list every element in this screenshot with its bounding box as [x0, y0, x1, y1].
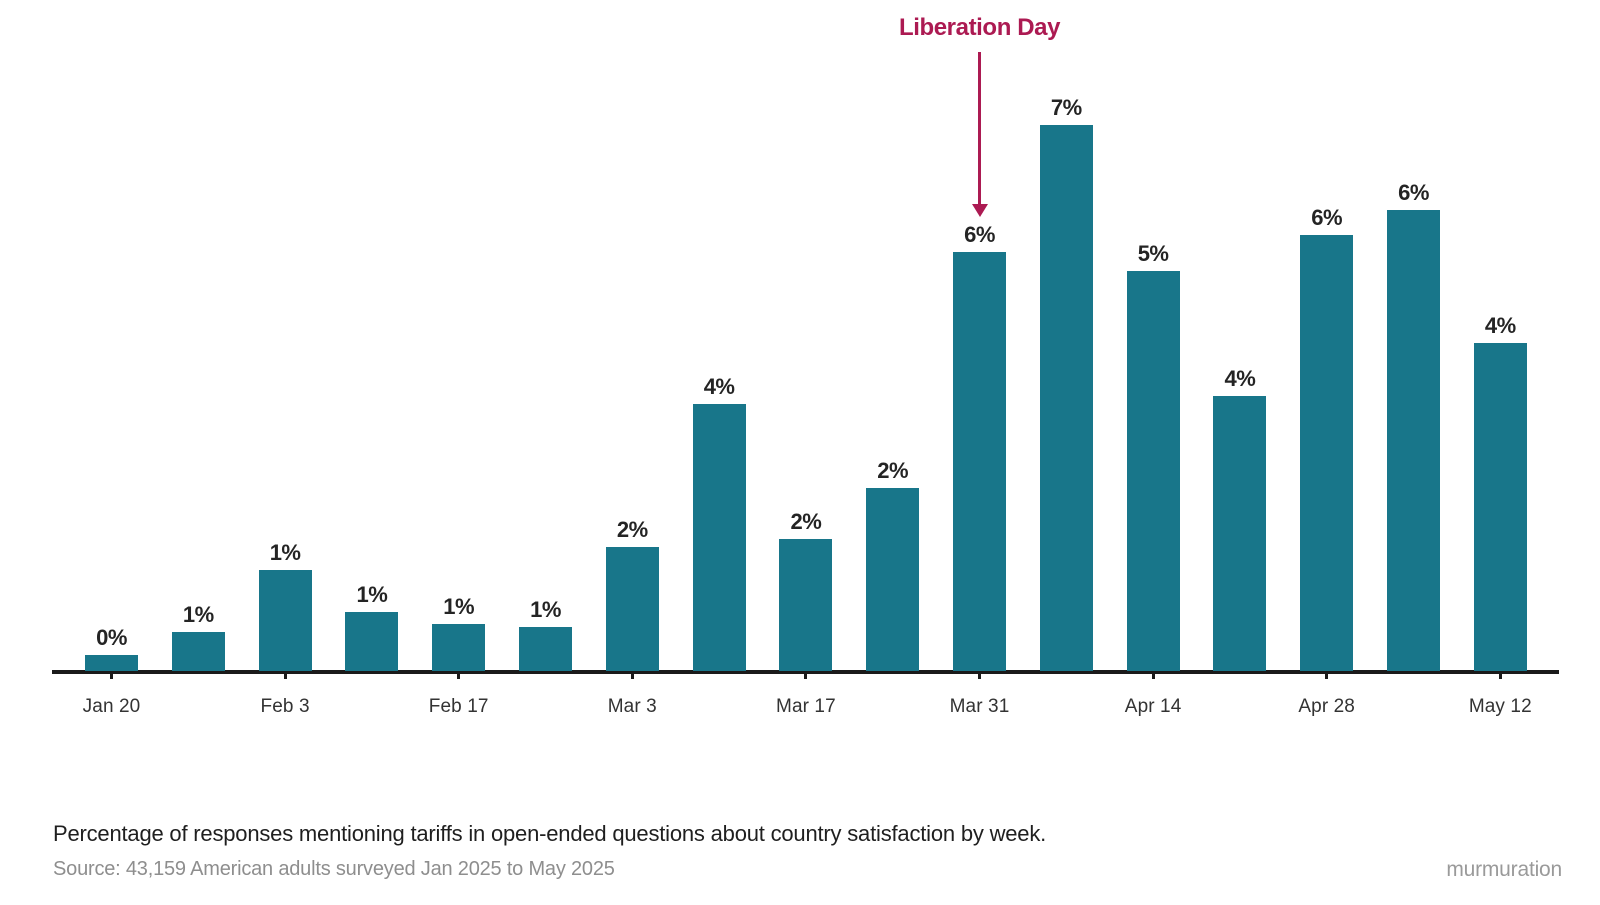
bar-mar-17 [779, 539, 833, 671]
bar-apr-14 [1126, 271, 1180, 671]
bar-feb-17 [432, 624, 486, 671]
x-axis-tick [110, 674, 113, 679]
bar-feb-10 [345, 612, 399, 671]
annotation-arrowhead-icon [971, 204, 988, 217]
bar-value-label: 6% [1311, 205, 1343, 230]
bar-value-label: 4% [1224, 366, 1256, 391]
bar-mar-10 [692, 404, 746, 671]
source-note: Source: 43,159 American adults surveyed … [53, 858, 615, 880]
bar-value-label: 5% [1137, 241, 1169, 266]
chart-caption: Percentage of responses mentioning tarif… [53, 821, 1047, 846]
x-axis-tick [457, 674, 461, 679]
bar-jan-20 [85, 655, 138, 671]
bar-value-label: 1% [182, 602, 214, 627]
bar-value-label: 2% [790, 509, 822, 534]
bar-apr-21 [1213, 396, 1267, 671]
bar-value-label: 1% [443, 594, 475, 619]
x-axis-label-mar-31: Mar 31 [949, 696, 1010, 717]
bar-value-label: 2% [616, 517, 648, 542]
bar-may-5 [1387, 210, 1440, 671]
x-axis-tick [630, 674, 634, 679]
annotation-label: Liberation Day [898, 14, 1061, 41]
bar-mar-3 [605, 547, 659, 671]
x-axis-tick [978, 674, 981, 679]
bar-may-12 [1473, 343, 1527, 671]
brand-mark: murmuration [1446, 858, 1562, 881]
bar-value-label: 0% [96, 625, 127, 650]
bar-apr-7 [1039, 125, 1093, 671]
x-axis-label-apr-28: Apr 28 [1298, 696, 1355, 717]
bar-mar-31 [953, 252, 1006, 671]
annotation-arrow-line [977, 52, 982, 204]
bar-apr-28 [1300, 235, 1354, 671]
bar-value-label: 4% [703, 374, 735, 399]
x-axis-tick [283, 674, 287, 679]
bar-mar-24 [866, 488, 920, 671]
bar-value-label: 1% [269, 540, 301, 565]
x-axis-label-feb-3: Feb 3 [260, 696, 310, 717]
x-axis-label-may-12: May 12 [1468, 696, 1532, 717]
bar-value-label: 1% [530, 597, 561, 622]
bar-jan-27 [171, 632, 225, 671]
bar-value-label: 1% [356, 582, 388, 607]
x-axis-label-apr-14: Apr 14 [1124, 696, 1182, 717]
bar-value-label: 6% [964, 222, 995, 247]
x-axis-tick [804, 674, 808, 679]
bar-value-label: 2% [877, 458, 909, 483]
x-axis-tick [1151, 674, 1155, 679]
x-axis-label-feb-17: Feb 17 [428, 696, 489, 717]
bar-feb-3 [258, 570, 312, 671]
bar-value-label: 4% [1484, 313, 1516, 338]
x-axis-line [52, 670, 1559, 674]
bar-value-label: 7% [1050, 95, 1082, 120]
x-axis-label-mar-17: Mar 17 [776, 696, 836, 717]
x-axis-tick [1325, 674, 1329, 679]
x-axis-label-mar-3: Mar 3 [607, 696, 657, 717]
x-axis-label-jan-20: Jan 20 [82, 696, 141, 717]
bar-feb-24 [519, 627, 572, 671]
x-axis-tick [1498, 674, 1502, 679]
bar-value-label: 6% [1398, 180, 1429, 205]
